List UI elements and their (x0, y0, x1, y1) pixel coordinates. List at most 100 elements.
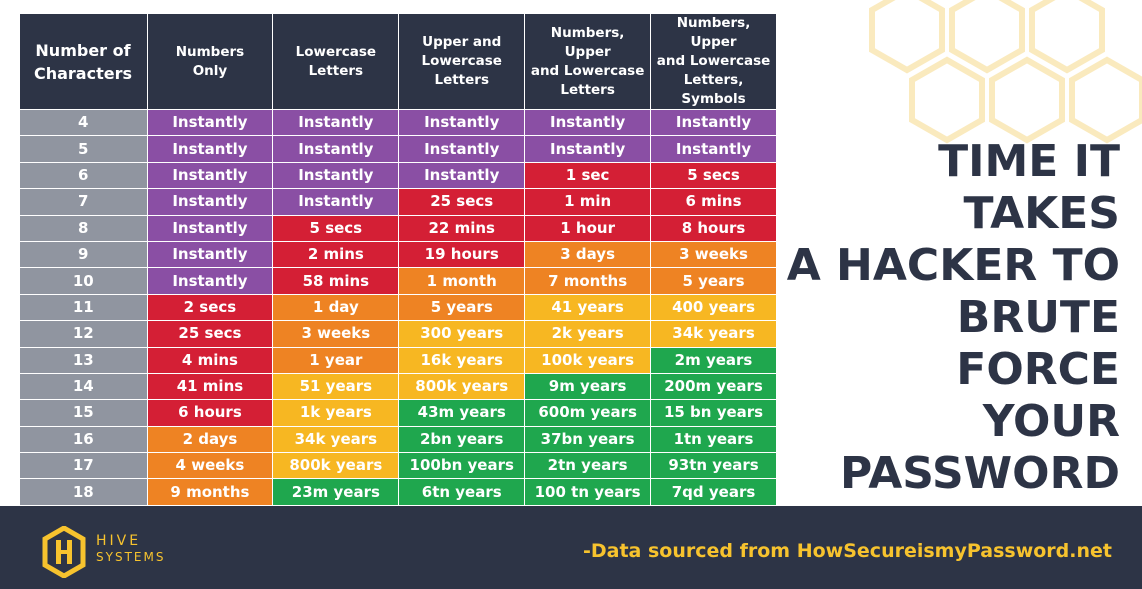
table-row: 8 Instantly 5 secs 22 mins 1 hour 8 hours (19, 214, 777, 242)
footer-bar: HIVE SYSTEMS -Data sourced from HowSecur… (0, 506, 1142, 589)
row-character-count: 10 (19, 267, 148, 295)
time-cell: 800k years (398, 372, 526, 401)
time-cell: 600m years (524, 399, 652, 427)
time-cell: Instantly (146, 240, 274, 269)
time-cell: 1k years (272, 399, 400, 427)
time-cell: 3 weeks (650, 240, 777, 269)
hive-systems-logo: HIVE SYSTEMS (42, 526, 182, 578)
password-time-table-wrap: Number of Characters Numbers Only Lowercase L… (19, 14, 777, 506)
time-cell: Instantly (650, 135, 777, 163)
row-character-count: 13 (19, 346, 148, 374)
column-header: Lowercase Letters (272, 14, 400, 110)
time-cell: 7 months (524, 267, 652, 295)
time-cell: 1 sec (524, 161, 652, 190)
time-cell: 2k years (524, 320, 652, 348)
time-cell: 2 secs (146, 293, 274, 322)
row-character-count: 9 (19, 240, 148, 269)
time-cell: 100bn years (398, 452, 526, 480)
time-cell: 25 secs (398, 188, 526, 216)
column-header-line: Characters (33, 63, 132, 83)
time-cell: 5 secs (272, 214, 400, 242)
time-cell: Instantly (146, 267, 274, 295)
table-row: 14 41 mins 51 years 800k years 9m years 200m … (19, 372, 777, 401)
time-cell: 5 years (398, 293, 526, 322)
row-character-count: 12 (19, 320, 148, 348)
time-cell: 5 years (650, 267, 777, 295)
time-cell: 1 day (272, 293, 400, 322)
time-cell: 2 days (146, 425, 274, 454)
column-header: Numbers, Upper and Lowercase Letters (524, 14, 652, 110)
time-cell: Instantly (524, 108, 652, 137)
time-cell: 7qd years (650, 478, 777, 506)
hexagon-pattern-icon (869, 0, 1142, 144)
time-cell: 34k years (272, 425, 400, 454)
time-cell: 6 hours (146, 399, 274, 427)
data-source-note: -Data sourced from HowSecureismyPassword… (583, 540, 1112, 562)
headline-line: TIME IT TAKES (938, 136, 1120, 239)
time-cell: 800k years (272, 452, 400, 480)
column-header-line: Letters, Symbols (681, 72, 746, 107)
time-cell: 1 year (272, 346, 400, 374)
table-row: 10 Instantly 58 mins 1 month 7 months 5 years (19, 267, 777, 295)
table-row: 17 4 weeks 800k years 100bn years 2tn years 9… (19, 452, 777, 480)
row-character-count: 6 (19, 161, 148, 190)
time-cell: 15 bn years (650, 399, 777, 427)
table-row: 9 Instantly 2 mins 19 hours 3 days 3 weeks (19, 240, 777, 269)
logo-brand-sub: SYSTEMS (96, 550, 166, 564)
column-header-line: Upper and (422, 34, 502, 50)
time-cell: 19 hours (398, 240, 526, 269)
table-row: 15 6 hours 1k years 43m years 600m years 15 b… (19, 399, 777, 427)
time-cell: 43m years (398, 399, 526, 427)
time-cell: Instantly (146, 214, 274, 242)
column-header-characters: Number of Characters (19, 14, 148, 110)
time-cell: 9 months (146, 478, 274, 506)
table-row: 11 2 secs 1 day 5 years 41 years 400 years (19, 293, 777, 322)
headline-line: BRUTE FORCE (956, 292, 1120, 395)
row-character-count: 5 (19, 135, 148, 163)
time-cell: 37bn years (524, 425, 652, 454)
time-cell: 1 hour (524, 214, 652, 242)
row-character-count: 16 (19, 425, 148, 454)
column-header-line: Only (192, 62, 228, 79)
table-row: 18 9 months 23m years 6tn years 100 tn years… (19, 478, 777, 506)
row-character-count: 8 (19, 214, 148, 242)
column-header-line: Lowercase (295, 43, 377, 60)
time-cell: Instantly (524, 135, 652, 163)
time-cell: 1 min (524, 188, 652, 216)
column-header-line: and Lowercase (656, 53, 771, 69)
time-cell: Instantly (272, 135, 400, 163)
column-header: Numbers, Upper and Lowercase Letters, Symb… (650, 14, 777, 110)
table-row: 16 2 days 34k years 2bn years 37bn years 1tn … (19, 425, 777, 454)
column-header: Numbers Only (147, 14, 274, 110)
table-row: 4 Instantly Instantly Instantly Instantly Ins… (19, 108, 777, 137)
time-cell: 2bn years (398, 425, 526, 454)
time-cell: 300 years (398, 320, 526, 348)
logo-brand: HIVE (96, 533, 142, 549)
time-cell: 25 secs (146, 320, 274, 348)
table-body: 4 Instantly Instantly Instantly Instantly Ins… (19, 108, 777, 506)
time-cell: 5 secs (650, 161, 777, 190)
time-cell: 2tn years (524, 452, 652, 480)
time-cell: 1 month (398, 267, 526, 295)
time-cell: Instantly (146, 135, 274, 163)
time-cell: 3 days (524, 240, 652, 269)
column-header-line: Lowercase Letters (421, 53, 502, 88)
time-cell: 8 hours (650, 214, 777, 242)
row-character-count: 18 (19, 478, 148, 506)
row-character-count: 7 (19, 188, 148, 216)
time-cell: 58 mins (272, 267, 400, 295)
table-row: 13 4 mins 1 year 16k years 100k years 2m year… (19, 346, 777, 374)
column-header-line: Number of (35, 40, 131, 60)
time-cell: 200m years (650, 372, 777, 401)
password-time-table: Number of Characters Numbers Only Lowercase L… (19, 14, 777, 506)
column-header-line: Numbers, Upper (676, 15, 751, 50)
headline-line: YOUR (982, 396, 1120, 447)
table-row: 12 25 secs 3 weeks 300 years 2k years 34k yea… (19, 320, 777, 348)
table-row: 6 Instantly Instantly Instantly 1 sec 5 secs (19, 161, 777, 190)
time-cell: 2 mins (272, 240, 400, 269)
time-cell: 16k years (398, 346, 526, 374)
time-cell: Instantly (272, 188, 400, 216)
time-cell: 41 years (524, 293, 652, 322)
time-cell: Instantly (398, 108, 526, 137)
time-cell: 6tn years (398, 478, 526, 506)
